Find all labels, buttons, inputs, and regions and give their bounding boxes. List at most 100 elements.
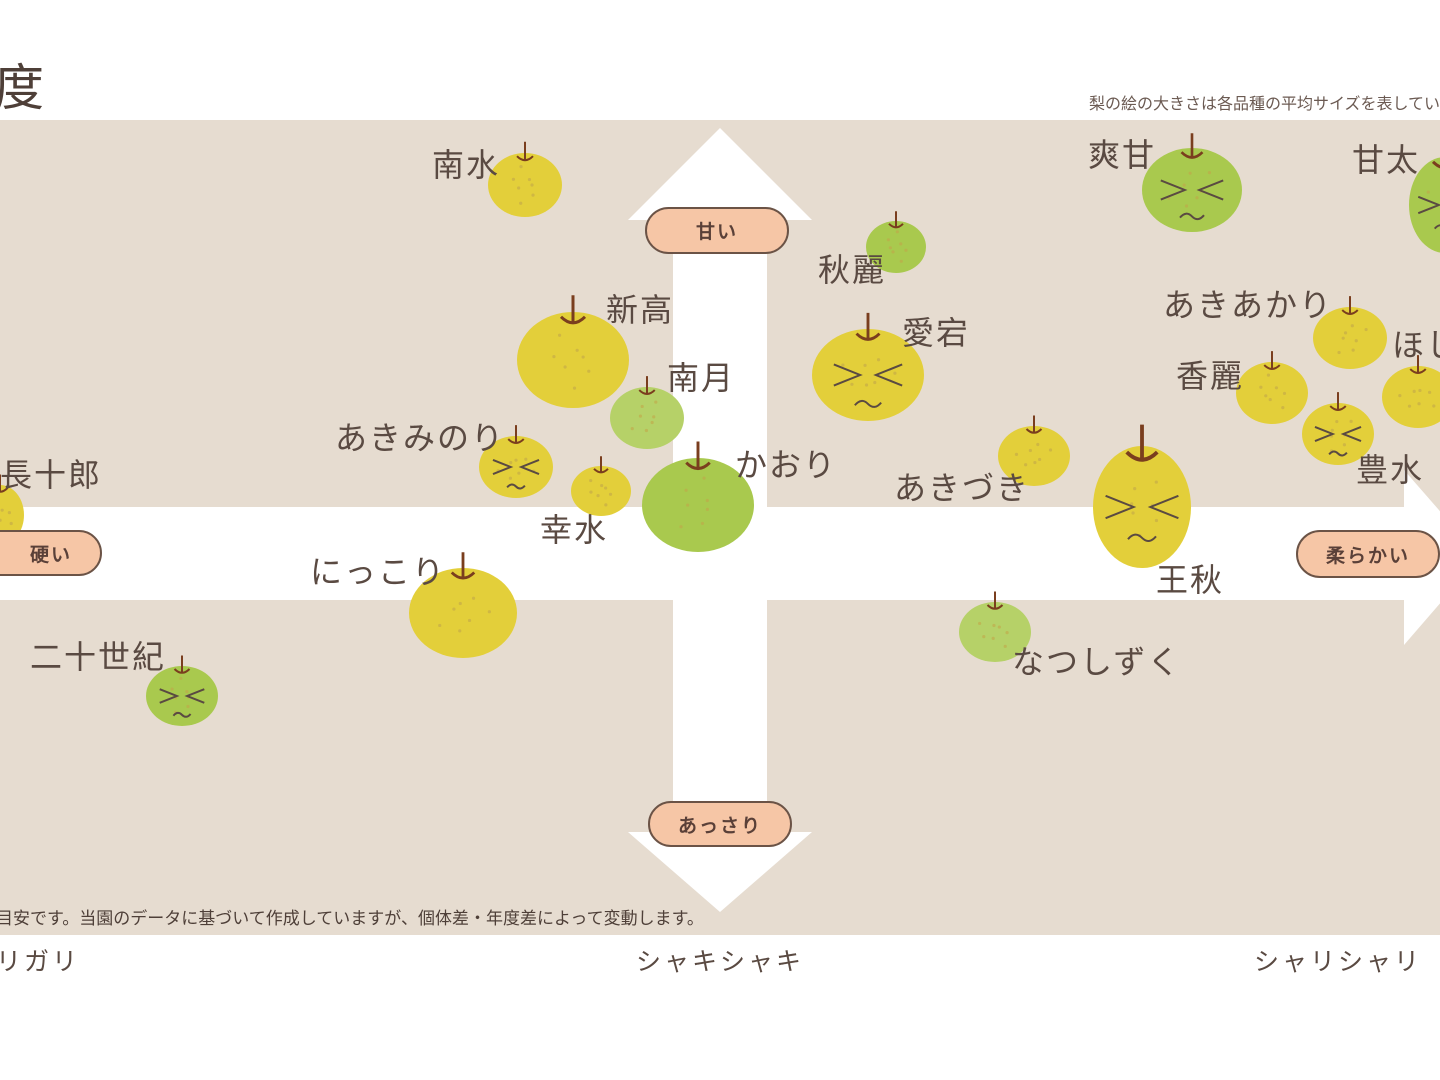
pear-8 [812,312,924,421]
pear-body [517,312,629,408]
pear-label: 南水 [432,146,501,184]
texture-label-crisp: シャキシャキ [636,947,805,976]
pear-body [1093,446,1191,568]
stem-icon [1263,351,1281,370]
axis-label-light: あっさり [648,801,792,847]
pear-body [1313,307,1387,369]
stem-icon [507,425,525,444]
arrow-down-icon [628,832,812,912]
pear-label: 長十郎 [0,456,103,494]
pear-7 [610,376,684,449]
pear-body [0,485,24,545]
pear-body [1382,366,1440,428]
stem-icon [1180,133,1204,159]
pear-label: 爽甘 [1088,136,1157,174]
pear-18 [959,591,1031,662]
stem-icon [1431,160,1440,169]
pear-label: 秋麗 [818,251,887,289]
pear-17 [409,552,517,658]
pear-body [146,666,218,726]
pear-label: 南月 [667,359,736,397]
pear-6 [517,295,629,408]
pear-19 [146,655,218,726]
pear-body [610,387,684,449]
pear-label: あきみのり [335,419,506,457]
axis-label-soft: 柔らかい [1296,530,1440,578]
stem-icon [173,655,191,674]
stem-icon [638,376,656,395]
pear-body [479,436,553,498]
stem-icon [593,456,609,474]
stem-icon [986,591,1004,610]
stem-icon [450,552,476,580]
pear-body [488,153,562,217]
pear-2 [1409,157,1440,253]
pear-body [409,568,517,658]
pear-16 [1093,424,1191,568]
pear-4 [1313,296,1387,369]
pear-12 [571,456,631,516]
pear-0 [488,141,562,217]
stem-icon [1025,415,1043,434]
footnote: 目安です。当園のデータに基づいて作成していますが、個体差・年度差によって変動しま… [0,909,704,929]
face-icon [1105,494,1179,542]
stem-icon [1329,392,1347,411]
face-icon [1160,179,1224,221]
page-title: 度 [0,59,44,117]
face-icon [1314,425,1362,457]
stem-icon [888,211,904,229]
axis-label-sweet: 甘い [645,207,789,254]
pear-label: 香麗 [1176,357,1245,395]
pear-body [571,466,631,516]
pear-label: あきづき [894,469,1031,507]
pear-body [1142,148,1242,232]
pear-13 [642,441,754,552]
pear-body [866,221,926,273]
pear-label: にっこり [310,553,447,591]
stem-icon [855,312,881,341]
pear-14 [998,415,1070,486]
pear-label: 王秋 [1156,561,1225,599]
pear-1 [1142,133,1242,232]
stem-icon [685,441,711,471]
pear-label: あきあかり [1163,286,1334,324]
pear-body [812,329,924,421]
stem-icon [559,295,587,325]
pear-label: 新高 [606,291,675,329]
pear-label: なつしずく [1012,643,1182,681]
pear-9 [1236,351,1308,424]
pear-body [1302,403,1374,465]
pear-label: 豊水 [1356,451,1425,489]
pear-body [642,458,754,552]
texture-label-crunchy: リガリ [0,947,81,976]
pear-label: かおり [735,446,838,484]
pear-body [959,602,1031,662]
pear-5 [1382,355,1440,428]
face-icon [833,363,903,408]
size-note: 梨の絵の大きさは各品種の平均サイズを表してい [1088,94,1440,113]
pear-body [1236,362,1308,424]
face-icon [159,688,205,718]
axis-label-hard: 硬い [0,530,102,576]
stem-icon [516,141,534,162]
stem-icon [0,474,9,493]
pear-label: 甘太 [1352,141,1421,179]
pear-label: ほし [1392,326,1440,364]
pear-body [998,426,1070,486]
stem-icon [1341,296,1359,315]
face-icon [492,458,540,490]
pear-body [1409,157,1440,253]
stem-icon [1125,424,1159,462]
pear-3 [866,211,926,273]
pear-label: 愛宕 [902,314,971,352]
pear-11 [479,425,553,498]
face-icon [1417,195,1440,230]
pear-15 [0,474,24,545]
pear-label: 幸水 [540,511,609,549]
pear-10 [1302,392,1374,465]
arrow-up-icon [628,128,812,220]
pear-label: 二十世紀 [30,638,167,676]
stem-icon [1409,355,1427,374]
